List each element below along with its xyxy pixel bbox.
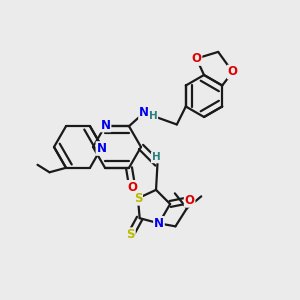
Text: H: H (152, 152, 160, 163)
Text: N: N (139, 106, 149, 119)
Text: H: H (148, 111, 158, 121)
Text: S: S (134, 192, 142, 205)
Text: O: O (191, 52, 202, 65)
Text: O: O (184, 194, 195, 207)
Text: O: O (228, 65, 238, 79)
Text: N: N (100, 118, 111, 131)
Text: N: N (96, 142, 106, 155)
Text: O: O (127, 181, 137, 194)
Text: N: N (154, 217, 164, 230)
Text: S: S (126, 228, 135, 241)
